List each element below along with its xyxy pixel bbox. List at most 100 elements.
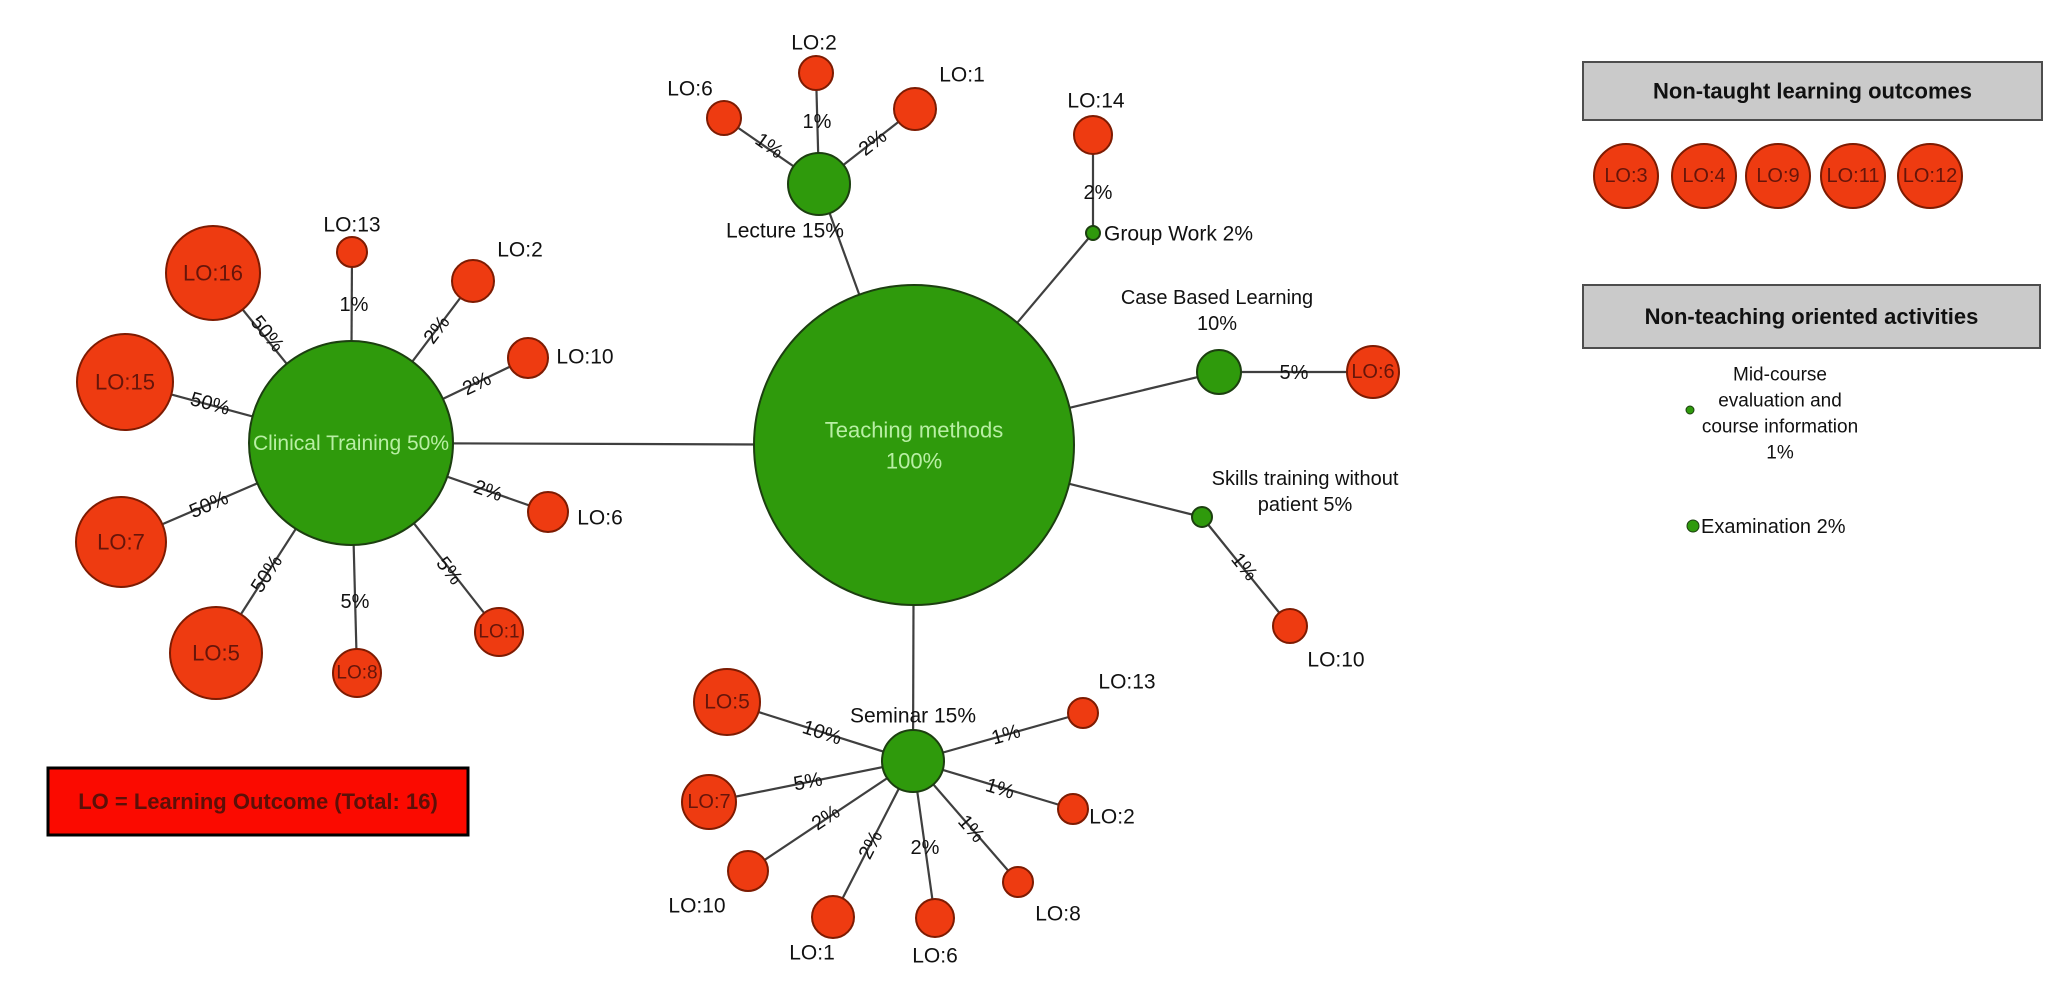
legend-title-non-taught: Non-taught learning outcomes	[1653, 79, 1972, 104]
node-lec-lo1	[893, 87, 937, 131]
node-ct-lo7	[75, 496, 167, 588]
node-label-teaching-methods: Teaching methods 100%	[825, 417, 1004, 473]
edge-seminar-sem-lo10	[747, 760, 914, 872]
edge-label-clinical-training-ct-lo6: 2%	[471, 476, 506, 506]
node-label-lecture: Lecture 15%	[726, 220, 844, 243]
node-label-ct-lo10: LO:10	[556, 346, 613, 369]
node-label-sem-lo10: LO:10	[668, 895, 725, 918]
node-sem-lo2	[1057, 793, 1089, 825]
legend-circle-label-3: LO:11	[1827, 165, 1880, 187]
node-label-cbl-lo6: LO:6	[1351, 361, 1394, 383]
node-ct-lo6	[527, 491, 569, 533]
node-label-sem-lo2: LO:2	[1089, 806, 1135, 829]
mid-course-label-line-3: 1%	[1766, 443, 1794, 464]
node-label-sem-lo8: LO:8	[1035, 903, 1081, 926]
node-sem-lo5	[693, 668, 761, 736]
edge-label-group-work-gw-lo14: 2%	[1084, 182, 1113, 204]
node-label-sem-lo1: LO:1	[789, 942, 835, 965]
edge-label-clinical-training-ct-lo8: 5%	[341, 591, 370, 613]
node-sem-lo1	[811, 895, 855, 939]
examination-label: Examination 2%	[1701, 516, 1846, 538]
node-gw-lo14	[1073, 115, 1113, 155]
node-ct-lo2	[451, 259, 495, 303]
edge-label-clinical-training-ct-lo10: 2%	[459, 368, 495, 401]
node-sem-lo10	[727, 850, 769, 892]
node-seminar	[881, 729, 945, 793]
node-cbl-lo6	[1346, 345, 1400, 399]
node-lecture	[787, 152, 851, 216]
node-sk-lo10	[1272, 608, 1308, 644]
legend-circle-label-0: LO:3	[1604, 165, 1647, 187]
node-label-ct-lo15: LO:15	[95, 370, 155, 395]
legend-circle-label-2: LO:9	[1756, 165, 1799, 187]
edge-label-lecture-lec-lo2: 1%	[803, 111, 832, 133]
legend-circle-lo12	[1897, 143, 1963, 209]
legend-circle-lo9	[1745, 143, 1811, 209]
node-label-sem-lo5: LO:5	[704, 691, 750, 714]
edge-label-clinical-training-ct-lo16: 50%	[246, 312, 288, 357]
node-label-group-work: Group Work 2%	[1104, 223, 1253, 246]
mid-course-label-line-0: Mid-course	[1733, 365, 1827, 386]
node-label-ct-lo7: LO:7	[97, 530, 145, 555]
node-label-ct-lo5: LO:5	[192, 641, 240, 666]
node-sem-lo8	[1002, 866, 1034, 898]
node-label-sem-lo13: LO:13	[1098, 671, 1155, 694]
mid-course-label-line-2: course information	[1702, 417, 1858, 438]
node-label-ct-lo6: LO:6	[577, 507, 623, 530]
node-label-lec-lo6: LO:6	[667, 78, 713, 101]
node-sem-lo6	[915, 898, 955, 938]
node-label-ct-lo16: LO:16	[183, 261, 243, 286]
node-label-sk-lo10: LO:10	[1307, 649, 1364, 672]
edge-label-seminar-sem-lo13: 1%	[989, 720, 1023, 749]
edge-label-clinical-training-ct-lo5: 50%	[247, 551, 287, 597]
node-ct-lo13	[336, 236, 368, 268]
edge-label-seminar-sem-lo5: 10%	[800, 716, 845, 749]
edge-seminar-sem-lo7	[708, 759, 914, 804]
examination-dot	[1686, 519, 1700, 533]
edge-label-case-based-learning-cbl-lo6: 5%	[1280, 362, 1309, 384]
legend-layer: Non-taught learning outcomes LO:3 LO:4 LO:9…	[46, 61, 2043, 837]
node-case-based-learning	[1196, 349, 1242, 395]
mid-course-dot	[1685, 405, 1695, 415]
legend-circle-lo3	[1593, 143, 1659, 209]
node-clinical-training	[248, 340, 454, 546]
legend-circle-label-4: LO:12	[1903, 165, 1957, 187]
edge-label-clinical-training-ct-lo7: 50%	[186, 487, 232, 523]
node-label-skills-training: Skills training without patient 5%	[1212, 468, 1399, 516]
node-label-lec-lo2: LO:2	[791, 32, 837, 55]
edge-skills-training-sk-lo10	[1201, 516, 1291, 627]
node-sem-lo7	[681, 774, 737, 830]
lo-info-box-label: LO = Learning Outcome (Total: 16)	[78, 789, 438, 814]
node-skills-training	[1191, 506, 1213, 528]
node-lec-lo6	[706, 100, 742, 136]
node-ct-lo5	[169, 606, 263, 700]
legend-header-non-taught	[1582, 61, 2043, 121]
edge-label-seminar-sem-lo2: 1%	[983, 774, 1017, 804]
legend-title-non-teaching: Non-teaching oriented activities	[1645, 304, 1979, 329]
legend-header-non-teaching	[1582, 284, 2041, 349]
edge-label-seminar-sem-lo1: 2%	[855, 827, 888, 863]
edge-label-clinical-training-ct-lo15: 50%	[188, 388, 233, 420]
node-group-work	[1085, 225, 1101, 241]
edge-label-clinical-training-ct-lo2: 2%	[420, 312, 455, 348]
node-ct-lo10	[507, 337, 549, 379]
node-label-lec-lo1: LO:1	[939, 64, 985, 87]
node-label-gw-lo14: LO:14	[1067, 90, 1125, 113]
mid-course-label-line-1: evaluation and	[1718, 391, 1842, 412]
node-label-ct-lo2: LO:2	[497, 239, 543, 262]
edge-label-seminar-sem-lo6: 2%	[911, 837, 940, 859]
node-label-sem-lo6: LO:6	[912, 945, 958, 968]
node-teaching-methods	[753, 284, 1075, 606]
legend-circle-label-1: LO:4	[1682, 165, 1725, 187]
node-label-ct-lo13: LO:13	[323, 214, 380, 237]
node-ct-lo15	[76, 333, 174, 431]
node-label-clinical-training: Clinical Training 50%	[253, 432, 449, 455]
node-sem-lo13	[1067, 697, 1099, 729]
node-ct-lo1	[474, 607, 524, 657]
node-label-ct-lo1: LO:1	[478, 622, 519, 643]
node-label-sem-lo7: LO:7	[687, 791, 730, 813]
lo-info-box	[46, 766, 470, 837]
legend-circle-lo11	[1820, 143, 1886, 209]
